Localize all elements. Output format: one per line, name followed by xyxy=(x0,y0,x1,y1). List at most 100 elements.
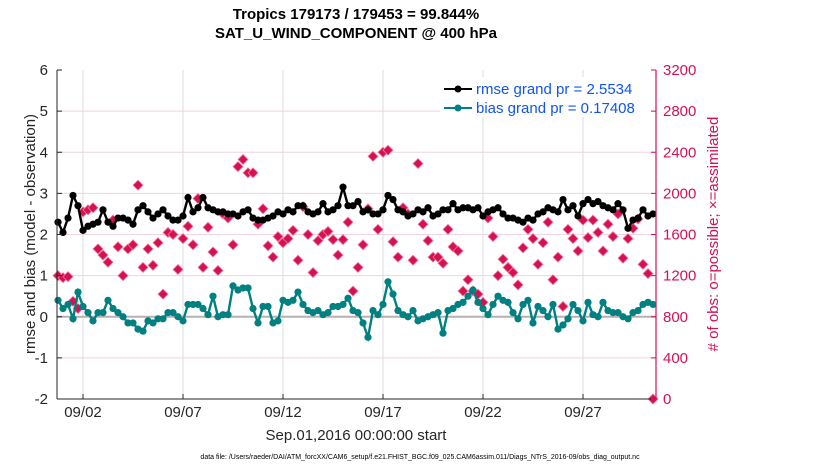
rmse-point xyxy=(139,202,147,210)
obs-count-marker xyxy=(572,245,584,257)
obs-count-marker xyxy=(367,150,379,162)
bias-point xyxy=(564,315,572,323)
rmse-point xyxy=(189,208,197,216)
obs-count-marker xyxy=(227,239,239,251)
obs-count-marker xyxy=(292,254,304,266)
bias-point xyxy=(479,304,487,313)
obs-count-marker xyxy=(637,258,649,270)
obs-count-marker xyxy=(62,271,74,283)
bias-point xyxy=(84,309,92,317)
rmse-point xyxy=(54,218,62,226)
rmse-point xyxy=(649,210,657,218)
rmse-point xyxy=(574,212,582,220)
bias-point xyxy=(329,302,337,311)
obs-count-marker xyxy=(387,236,399,248)
obs-count-marker xyxy=(422,235,434,247)
rmse-point xyxy=(409,210,417,218)
obs-count-marker xyxy=(342,216,354,228)
rmse-point xyxy=(609,206,617,214)
obs-count-marker xyxy=(412,157,424,170)
rmse-point xyxy=(579,200,587,208)
rmse-point xyxy=(279,210,287,218)
y-tick-label: 3 xyxy=(40,185,48,202)
bias-point xyxy=(599,298,607,306)
bias-point xyxy=(189,300,197,309)
obs-count-marker xyxy=(407,254,419,266)
y-right-tick-label: 3200 xyxy=(663,62,696,79)
obs-count-marker xyxy=(522,223,534,235)
y-tick-label: 4 xyxy=(40,144,48,161)
bias-point xyxy=(109,304,117,313)
y-tick-label: 1 xyxy=(40,268,48,285)
obs-count-marker xyxy=(97,249,109,261)
y-tick-label: 6 xyxy=(40,62,48,79)
bias-point xyxy=(59,304,67,313)
x-tick-label: 09/02 xyxy=(64,404,102,421)
rmse-point xyxy=(289,208,297,216)
obs-count-marker xyxy=(557,300,569,313)
obs-count-marker xyxy=(187,239,199,251)
bias-point xyxy=(244,284,252,292)
obs-count-marker xyxy=(172,263,184,276)
obs-count-marker xyxy=(352,261,364,273)
rmse-point xyxy=(79,226,87,234)
bias-point xyxy=(534,302,542,311)
rmse-point xyxy=(619,206,627,214)
bias-point xyxy=(514,315,522,323)
bias-point xyxy=(159,315,167,323)
obs-count-marker xyxy=(597,245,609,257)
x-tick-label: 09/17 xyxy=(364,404,402,421)
bias-point xyxy=(114,309,122,317)
bias-point xyxy=(469,286,477,294)
obs-count-marker xyxy=(622,233,634,245)
bias-point xyxy=(449,304,457,313)
rmse-point xyxy=(424,204,432,212)
rmse-point xyxy=(194,204,202,212)
obs-count-marker xyxy=(307,266,319,279)
rmse-point xyxy=(94,218,102,226)
obs-count-marker xyxy=(302,228,314,241)
obs-count-marker xyxy=(197,261,209,273)
obs-count-marker xyxy=(567,233,579,245)
bias-point xyxy=(54,296,62,304)
bias-point xyxy=(149,319,157,327)
bias-point xyxy=(519,300,527,309)
bias-point xyxy=(219,311,227,319)
rmse-point xyxy=(564,206,572,214)
obs-count-marker xyxy=(112,241,124,253)
rmse-point xyxy=(349,202,357,210)
bias-point xyxy=(354,309,362,317)
rmse-point xyxy=(299,202,307,210)
rmse-point xyxy=(104,218,112,226)
bias-point xyxy=(439,329,447,337)
obs-count-marker xyxy=(417,218,429,230)
bias-point xyxy=(489,300,497,309)
obs-count-marker xyxy=(132,179,144,191)
bias-point xyxy=(184,300,192,309)
bias-point xyxy=(239,284,247,292)
rmse-point xyxy=(354,198,362,206)
bias-point xyxy=(94,309,102,317)
rmse-point xyxy=(364,206,372,214)
bias-point xyxy=(229,282,237,290)
rmse-point xyxy=(159,206,167,214)
y-right-tick-label: 2400 xyxy=(663,144,696,161)
bias-point xyxy=(74,288,82,296)
obs-count-marker xyxy=(347,285,359,297)
bias-point xyxy=(119,313,127,321)
rmse-point xyxy=(174,216,182,224)
bias-point xyxy=(649,300,657,309)
rmse-point xyxy=(334,202,342,210)
bias-point xyxy=(379,300,387,309)
legend-rmse-marker xyxy=(454,85,462,93)
rmse-point xyxy=(529,216,537,224)
y-axis-label: rmse and bias (model - observation) xyxy=(22,114,39,354)
obs-count-marker xyxy=(117,270,129,282)
obs-count-marker xyxy=(182,220,194,232)
bias-point xyxy=(124,319,132,327)
obs-count-marker xyxy=(462,274,474,286)
rmse-point xyxy=(294,202,302,210)
rmse-point xyxy=(474,204,482,212)
bias-point xyxy=(374,311,382,319)
obs-count-marker xyxy=(167,228,179,241)
